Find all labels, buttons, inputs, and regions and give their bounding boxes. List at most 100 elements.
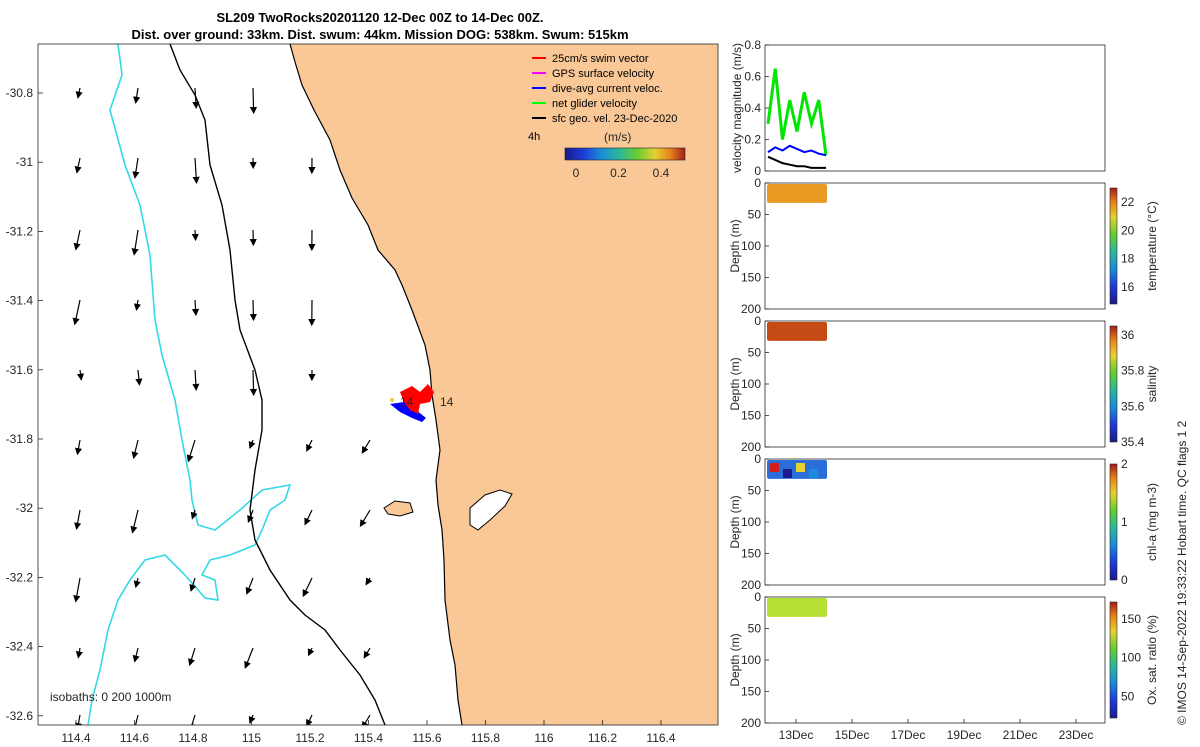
velocity-series-line (767, 144, 827, 157)
oxygen-ylabel: Depth (m) (728, 633, 742, 686)
chla-colorbar-tick-label: 1 (1121, 515, 1128, 529)
velocity-arrow (186, 439, 196, 463)
time-tick-label: 21Dec (1003, 728, 1038, 742)
salinity-y-tick-label: 100 (741, 377, 761, 391)
velocity-arrow (134, 714, 139, 725)
chla-ylabel: Depth (m) (728, 495, 742, 548)
velocity-arrow (245, 577, 254, 595)
map-y-tick-label: -32.4 (6, 640, 34, 654)
temperature-y-tick-label: 150 (741, 271, 761, 285)
map-x-tick-label: 115.4 (354, 731, 383, 745)
time-tick-label: 19Dec (947, 728, 982, 742)
oxygen-panel-frame (764, 596, 1106, 724)
velocity-arrow (190, 509, 198, 520)
velocity-arrow (74, 157, 82, 174)
salinity-panel-frame (764, 320, 1106, 448)
salinity-colorbar-tick-label: 35.6 (1121, 399, 1145, 413)
oxygen-y-tick-label: 100 (741, 653, 761, 667)
legend-entry: sfc geo. vel. 23-Dec-2020 (552, 113, 677, 125)
salinity-colorbar-tick-label: 35.8 (1121, 364, 1145, 378)
velocity-arrow (73, 229, 81, 251)
map-x-tick-label: 115.2 (295, 731, 324, 745)
colorbar-label: (m/s) (604, 130, 631, 144)
chla-colorbar-label: chl-a (mg m-3) (1145, 483, 1159, 561)
map-x-tick-label: 115.8 (471, 731, 500, 745)
island-rottnest (383, 500, 414, 517)
salinity-heatmap-data (767, 322, 827, 341)
track-start-marker (390, 398, 394, 402)
time-axis: 13Dec 15Dec 17Dec 19Dec 21Dec 23Dec (779, 719, 1093, 742)
velocity-arrow (192, 87, 200, 110)
velocity-arrow (306, 714, 313, 725)
velocity-arrow (74, 509, 82, 530)
salinity-ylabel: Depth (m) (728, 357, 742, 410)
temperature-panel-frame (764, 182, 1106, 310)
velocity-arrow (248, 439, 256, 449)
temperature-heatmap-data (767, 184, 827, 203)
side-credit-text: © IMOS 14-Sep-2022 19:33:22 Hobart time.… (1175, 420, 1189, 725)
map-y-tick-label: -30.8 (6, 86, 34, 100)
map-y-tick-label: -32.2 (6, 570, 34, 584)
map-y-tick-label: -31.8 (6, 432, 34, 446)
chla-y-tick-label: 200 (741, 578, 761, 592)
temperature-colorbar-tick-label: 16 (1121, 280, 1135, 294)
velocity-arrow (131, 439, 139, 460)
velocity-ylabel: velocity magnitude (m/s) (730, 43, 744, 173)
map-x-tick-label: 116.4 (646, 731, 675, 745)
map-ticks: 114.4 114.6 114.8 115 115.2 115.4 115.6 115.8 11… (6, 86, 676, 745)
velocity-series-line (767, 155, 826, 169)
velocity-arrow (133, 299, 141, 312)
velocity-arrow (304, 509, 313, 526)
velocity-arrow (359, 509, 371, 528)
legend-entry: GPS surface velocity (552, 68, 655, 80)
velocity-series-line (766, 68, 828, 156)
velocity-y-tick-label: 0.4 (744, 101, 761, 115)
map-colorbar (564, 147, 686, 161)
velocity-y-tick-label: 0 (754, 164, 761, 178)
oxygen-y-tick-label: 0 (754, 590, 761, 604)
velocity-arrow (188, 647, 196, 667)
salinity-y-tick-label: 0 (754, 314, 761, 328)
chla-colorbar (1109, 463, 1118, 581)
velocity-arrow (191, 299, 200, 317)
chla-y-tick-label: 150 (741, 547, 761, 561)
velocity-arrow (361, 714, 371, 725)
time-tick-label: 13Dec (779, 728, 814, 742)
velocity-panel-frame (764, 44, 1106, 172)
track-red (400, 384, 434, 414)
velocity-arrow (76, 369, 85, 381)
map-x-tick-label: 114.4 (61, 731, 90, 745)
oxygen-colorbar-tick-label: 50 (1121, 689, 1135, 703)
velocity-arrow (135, 369, 143, 386)
salinity-y-tick-label: 50 (748, 346, 762, 360)
velocity-arrow (306, 439, 313, 452)
surface-velocity-vectors (72, 87, 373, 725)
velocity-arrow (191, 714, 196, 725)
velocity-y-tick-label: 0.8 (744, 38, 761, 52)
velocity-arrow (130, 509, 139, 534)
salinity-colorbar-label: salinity (1145, 366, 1159, 403)
chart-title-line1: SL209 TwoRocks20201120 12-Dec 00Z to 14-… (216, 10, 544, 25)
legend-entry: dive-avg current veloc. (552, 83, 663, 95)
map-colorbar-tick-label: 0 (573, 166, 580, 180)
map-x-tick-label: 115 (242, 731, 261, 745)
chla-y-tick-label: 100 (741, 515, 761, 529)
chla-patch (783, 469, 792, 478)
velocity-arrow (307, 647, 315, 657)
oxygen-colorbar-tick-label: 150 (1121, 612, 1141, 626)
time-tick-label: 15Dec (835, 728, 870, 742)
chla-patch (796, 463, 805, 472)
salinity-y-tick-label: 200 (741, 440, 761, 454)
oxygen-colorbar-label: Ox. sat. ratio (%) (1145, 615, 1159, 705)
velocity-arrow (191, 229, 199, 242)
velocity-arrow (361, 439, 371, 454)
chla-colorbar-tick-label: 2 (1121, 457, 1128, 471)
velocity-arrow (244, 647, 254, 669)
map-colorbar-tick-label: 0.2 (610, 166, 627, 180)
velocity-arrow (192, 369, 200, 392)
temperature-colorbar-tick-label: 18 (1121, 252, 1135, 266)
isobath-200m (169, 44, 386, 725)
map-x-tick-label: 116 (534, 731, 553, 745)
